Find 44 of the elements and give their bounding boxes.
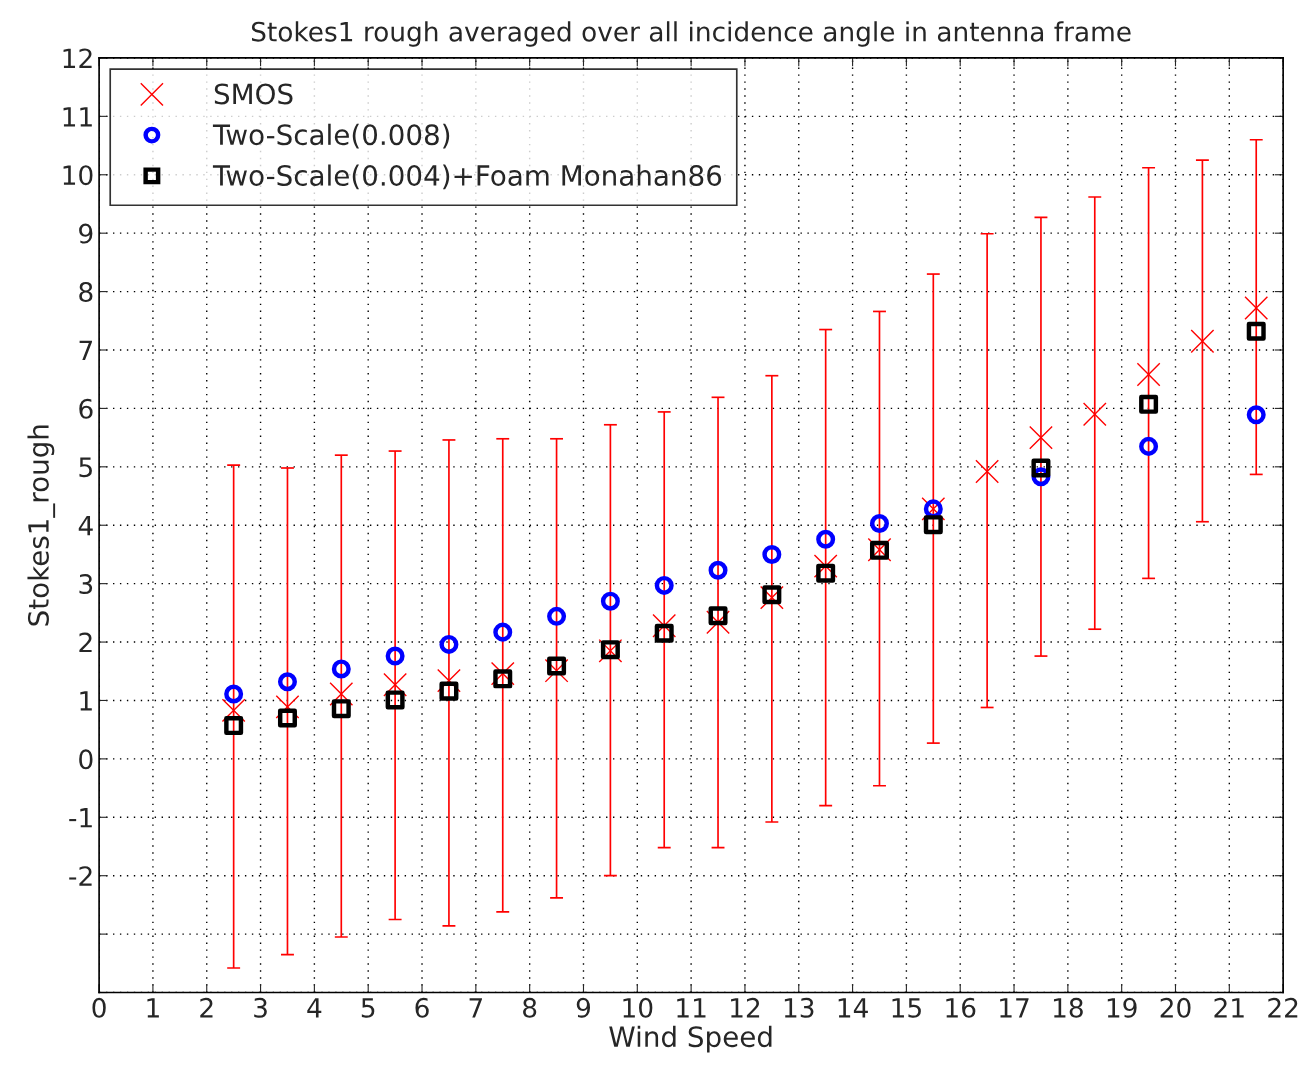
x-tick-label: 5 bbox=[361, 998, 375, 1018]
x-tick-label: 2 bbox=[200, 997, 213, 1018]
x-tick-label: 10 bbox=[623, 997, 653, 1018]
x-tick-label: 16 bbox=[946, 997, 976, 1018]
y-tick-label: 8 bbox=[79, 282, 93, 302]
x-tick-label: 6 bbox=[415, 997, 429, 1018]
x-tick-label: 9 bbox=[576, 997, 591, 1018]
y-tick-label: -2 bbox=[69, 866, 92, 886]
x-tick-label: 7 bbox=[469, 998, 482, 1018]
x-tick-label: 21 bbox=[1214, 997, 1244, 1018]
y-tick-label: 11 bbox=[63, 107, 92, 127]
y-tick-label: 12 bbox=[63, 48, 92, 68]
y-tick-label: 6 bbox=[79, 398, 93, 419]
x-tick-label: 8 bbox=[523, 997, 537, 1018]
x-tick-label: 17 bbox=[1000, 998, 1029, 1018]
x-tick-label: 4 bbox=[307, 998, 322, 1018]
x-tick-label: 13 bbox=[784, 997, 814, 1018]
y-axis-title: Stokes1_rough bbox=[27, 425, 56, 626]
y-tick-label: 5 bbox=[79, 457, 92, 478]
x-tick-label: 14 bbox=[838, 998, 868, 1018]
x-tick-label: 22 bbox=[1268, 997, 1298, 1018]
x-tick-label: 12 bbox=[731, 997, 760, 1018]
y-tick-label: 2 bbox=[79, 632, 92, 653]
x-tick-label: 3 bbox=[254, 997, 267, 1018]
x-tick-label: 0 bbox=[92, 997, 106, 1018]
y-tick-label: 0 bbox=[79, 749, 93, 770]
legend-label: SMOS bbox=[214, 83, 293, 105]
legend-label: Two-Scale(0.008) bbox=[212, 123, 450, 149]
y-tick-label: 10 bbox=[63, 165, 93, 186]
x-tick-label: 11 bbox=[677, 998, 706, 1018]
chart-title: Stokes1 rough averaged over all incidence angle in antenna frame bbox=[251, 21, 1131, 47]
x-tick-label: 18 bbox=[1053, 997, 1083, 1018]
y-tick-label: 1 bbox=[80, 691, 92, 711]
x-tick-label: 1 bbox=[147, 998, 159, 1018]
x-tick-label: 15 bbox=[892, 998, 921, 1018]
y-tick-label: 7 bbox=[79, 340, 92, 361]
y-tick-label: 4 bbox=[78, 516, 93, 536]
y-tick-label: 3 bbox=[79, 574, 93, 595]
legend-label: Two-Scale(0.004)+Foam Monahan86 bbox=[212, 164, 722, 190]
y-tick-label: -1 bbox=[69, 808, 92, 828]
x-tick-label: 20 bbox=[1160, 997, 1191, 1018]
y-tick-label: 9 bbox=[79, 223, 93, 244]
x-tick-label: 19 bbox=[1107, 997, 1137, 1018]
x-axis-title: Wind Speed bbox=[609, 1025, 772, 1053]
